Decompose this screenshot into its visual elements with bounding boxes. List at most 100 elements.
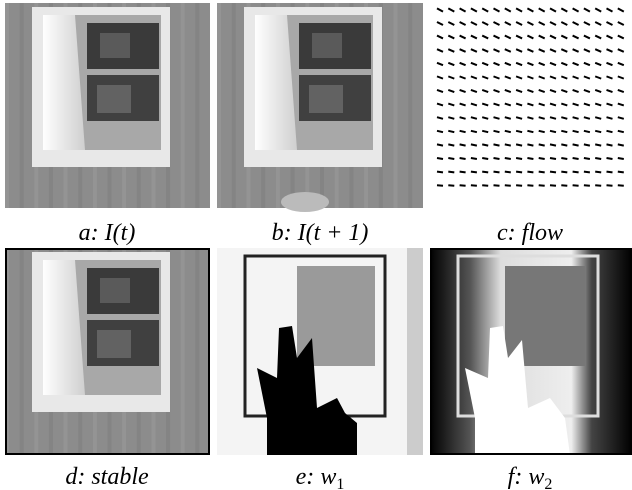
wall-streak [232, 3, 236, 208]
flow-vector [550, 36, 556, 39]
flow-vector [460, 90, 466, 92]
flow-vector [516, 185, 522, 186]
flow-vector [437, 22, 443, 25]
flow-vector [584, 63, 590, 65]
flow-vector [482, 90, 488, 92]
flow-vector [550, 63, 556, 65]
picture-detail [100, 33, 130, 58]
flow-vector [471, 22, 477, 25]
flow-vector [539, 144, 545, 145]
caption-math: w [320, 464, 336, 490]
flow-vector [448, 63, 454, 65]
wall-streak [217, 3, 221, 208]
flow-vector [550, 76, 556, 78]
flow-vector [516, 22, 522, 25]
flow-vector [595, 131, 601, 132]
flow-vector [482, 8, 488, 11]
flow-vector [539, 22, 545, 25]
flow-vector [573, 49, 579, 52]
flow-vector [539, 104, 545, 106]
flow-vector [595, 90, 601, 92]
weight-map [430, 248, 632, 455]
flow-vector [482, 117, 488, 119]
flow-vector [607, 49, 613, 52]
flow-vector [494, 76, 500, 78]
flow-vector [482, 144, 488, 145]
flow-vector [471, 172, 477, 173]
flow-vector [494, 144, 500, 145]
flow-vector [505, 90, 511, 92]
hand [281, 192, 329, 212]
weight-map [217, 248, 423, 455]
caption-sub: 1 [336, 476, 344, 490]
flow-vector [561, 104, 567, 106]
flow-vector [595, 76, 601, 78]
flow-vector [561, 117, 567, 119]
flow-vector [618, 158, 624, 159]
flow-vector [561, 76, 567, 78]
flow-vector [527, 8, 533, 11]
flow-vector [527, 22, 533, 25]
flow-vector [505, 131, 511, 132]
flow-vector [539, 76, 545, 78]
flow-vector [437, 158, 443, 159]
flow-vector [573, 144, 579, 145]
caption-label: b: [272, 220, 292, 246]
flow-vector [550, 90, 556, 92]
flow-vector [527, 63, 533, 65]
flow-vector [527, 90, 533, 92]
flow-vector [561, 131, 567, 132]
flow-vector [539, 158, 545, 159]
flow-vector [550, 144, 556, 145]
flow-vector [471, 90, 477, 92]
flow-vector [584, 158, 590, 159]
flow-vector [516, 172, 522, 173]
flow-vector [584, 49, 590, 52]
wall-streak [394, 3, 398, 208]
flow-vector [460, 76, 466, 78]
flow-vector [618, 131, 624, 132]
flow-vector [539, 185, 545, 186]
flow-vector [561, 36, 567, 39]
flow-vector [550, 8, 556, 11]
flow-vector [573, 90, 579, 92]
flow-vector [584, 144, 590, 145]
wall-streak [195, 3, 199, 208]
flow-vector [607, 22, 613, 25]
flow-vector [471, 76, 477, 78]
flow-vector [618, 63, 624, 65]
flow-vector [561, 22, 567, 25]
flow-vector [550, 185, 556, 186]
caption: e: w1 [296, 464, 345, 490]
flow-vector [595, 49, 601, 52]
flow-vector [494, 131, 500, 132]
flow-vector [618, 117, 624, 119]
flow-vector [584, 36, 590, 39]
flow-vector [595, 36, 601, 39]
caption-text: flow [522, 220, 563, 246]
flow-vector [618, 76, 624, 78]
page: a: I(t)b: I(t + 1)c: flowd: stablee: w1f… [0, 0, 632, 490]
flow-vector [618, 104, 624, 106]
flow-vector [471, 158, 477, 159]
flow-vector [494, 90, 500, 92]
flow-vector [482, 131, 488, 132]
flow-vector [448, 158, 454, 159]
flow-vector [527, 131, 533, 132]
flow-vector [448, 76, 454, 78]
wall-streak [20, 3, 24, 208]
flow-vector [584, 76, 590, 78]
flow-vector [618, 144, 624, 145]
caption-math: I(t) [104, 220, 136, 246]
flow-vector [448, 144, 454, 145]
flow-vector [437, 144, 443, 145]
flow-vector [595, 172, 601, 173]
flow-vector [505, 144, 511, 145]
flow-vector [618, 185, 624, 186]
flow-vector [460, 104, 466, 106]
flow-vector [527, 76, 533, 78]
caption: b: I(t + 1) [272, 220, 369, 246]
flow-vector [471, 8, 477, 11]
flow-vector [607, 104, 613, 106]
flow-vector [448, 131, 454, 132]
